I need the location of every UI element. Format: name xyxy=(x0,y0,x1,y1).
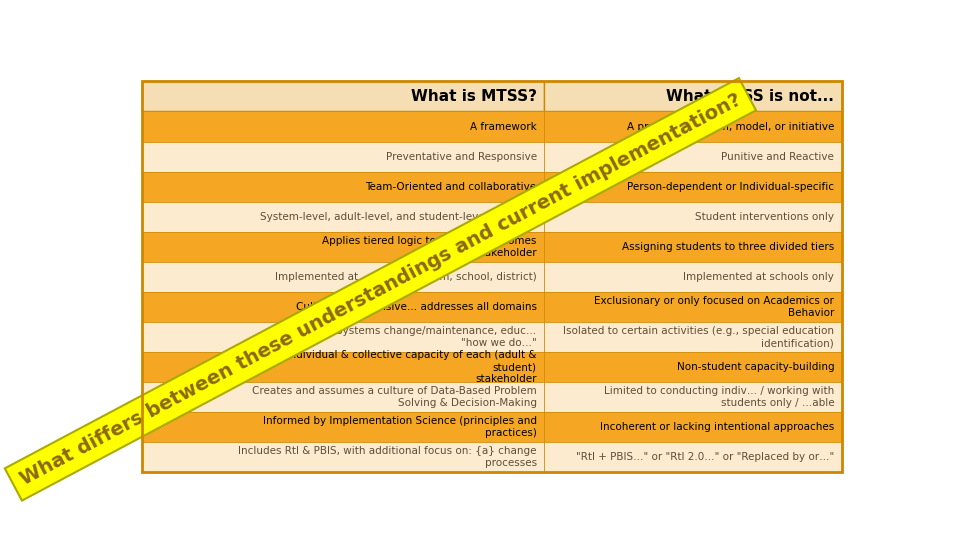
Text: Implemented at schools only: Implemented at schools only xyxy=(684,272,834,282)
Text: Isolated to certain activities (e.g., special education
identification): Isolated to certain activities (e.g., sp… xyxy=(564,326,834,348)
Text: Team-Oriented and collaborative: Team-Oriented and collaborative xyxy=(366,181,537,192)
Text: Culturally-responsive… addresses all domains: Culturally-responsive… addresses all dom… xyxy=(296,302,537,312)
Text: "RtI + PBIS…" or "RtI 2.0…" or "Replaced by or…": "RtI + PBIS…" or "RtI 2.0…" or "Replaced… xyxy=(576,453,834,462)
FancyBboxPatch shape xyxy=(142,352,544,382)
Text: Student interventions only: Student interventions only xyxy=(695,212,834,222)
Text: Assigning students to three divided tiers: Assigning students to three divided tier… xyxy=(622,242,834,252)
FancyBboxPatch shape xyxy=(142,172,544,202)
Text: Person-dependent or Individual-specific: Person-dependent or Individual-specific xyxy=(627,181,834,192)
Text: Builds the individual & collective capacity of each (adult &
student)
stakeholde: Builds the individual & collective capac… xyxy=(231,350,537,384)
FancyBboxPatch shape xyxy=(544,172,842,202)
FancyBboxPatch shape xyxy=(544,141,842,172)
FancyBboxPatch shape xyxy=(142,322,544,352)
Text: System-level, adult-level, and student-level supports: System-level, adult-level, and student-l… xyxy=(260,212,537,222)
FancyBboxPatch shape xyxy=(142,141,544,172)
Text: A process, program, model, or initiative: A process, program, model, or initiative xyxy=(627,122,834,132)
FancyBboxPatch shape xyxy=(544,352,842,382)
Text: Exclusionary or only focused on Academics or
Behavior: Exclusionary or only focused on Academic… xyxy=(594,296,834,318)
FancyBboxPatch shape xyxy=(544,412,842,442)
FancyBboxPatch shape xyxy=(544,442,842,472)
Text: Applies tiered logic to improve outcomes
for each stakeholder: Applies tiered logic to improve outcomes… xyxy=(323,235,537,258)
FancyBboxPatch shape xyxy=(544,202,842,232)
Text: Systems change/maintenance, educ…
"how we do…": Systems change/maintenance, educ… "how w… xyxy=(336,326,537,348)
FancyBboxPatch shape xyxy=(142,82,544,111)
FancyBboxPatch shape xyxy=(142,412,544,442)
Text: Limited to conducting indiv… / working with
students only / …able: Limited to conducting indiv… / working w… xyxy=(604,386,834,408)
FancyBboxPatch shape xyxy=(142,292,544,322)
Text: What differs between these understandings and current implementation?: What differs between these understanding… xyxy=(16,90,744,489)
Text: Informed by Implementation Science (principles and
practices): Informed by Implementation Science (prin… xyxy=(263,416,537,438)
FancyBboxPatch shape xyxy=(142,111,544,141)
FancyBboxPatch shape xyxy=(142,262,544,292)
Text: Punitive and Reactive: Punitive and Reactive xyxy=(721,152,834,161)
FancyBboxPatch shape xyxy=(142,202,544,232)
Text: Preventative and Responsive: Preventative and Responsive xyxy=(386,152,537,161)
FancyBboxPatch shape xyxy=(544,232,842,262)
FancyBboxPatch shape xyxy=(544,322,842,352)
Text: Implemented at… (EC, classroom, school, district): Implemented at… (EC, classroom, school, … xyxy=(275,272,537,282)
FancyBboxPatch shape xyxy=(544,82,842,111)
Text: Non-student capacity-building: Non-student capacity-building xyxy=(677,362,834,372)
Text: A framework: A framework xyxy=(469,122,537,132)
FancyBboxPatch shape xyxy=(544,292,842,322)
Text: What is MTSS?: What is MTSS? xyxy=(411,89,537,104)
Text: Creates and assumes a culture of Data-Based Problem
Solving & Decision-Making: Creates and assumes a culture of Data-Ba… xyxy=(252,386,537,408)
FancyBboxPatch shape xyxy=(544,382,842,412)
FancyBboxPatch shape xyxy=(142,442,544,472)
FancyBboxPatch shape xyxy=(544,262,842,292)
Text: What MTSS is not...: What MTSS is not... xyxy=(666,89,834,104)
Text: Incoherent or lacking intentional approaches: Incoherent or lacking intentional approa… xyxy=(600,422,834,432)
Text: Includes RtI & PBIS, with additional focus on: {a} change
processes: Includes RtI & PBIS, with additional foc… xyxy=(238,446,537,469)
FancyBboxPatch shape xyxy=(142,232,544,262)
FancyBboxPatch shape xyxy=(142,382,544,412)
FancyBboxPatch shape xyxy=(544,111,842,141)
